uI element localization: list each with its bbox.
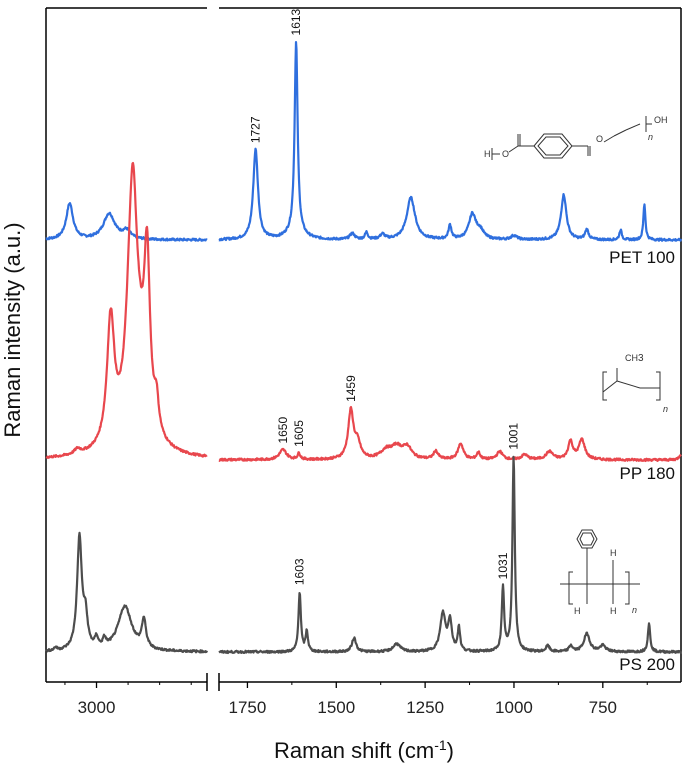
peak-label-1459: 1459: [344, 375, 358, 402]
x-tick-label: 1000: [495, 698, 533, 717]
x-tick-label: 3000: [78, 698, 116, 717]
x-tick-label: 1500: [317, 698, 355, 717]
peak-label-1031: 1031: [496, 552, 510, 579]
peak-label-1001: 1001: [507, 423, 521, 450]
peak-label-1650: 1650: [276, 417, 290, 444]
peak-label-1603: 1603: [293, 558, 307, 585]
ps-h1-label: H: [610, 548, 617, 558]
ps-h3-label: H: [610, 606, 617, 616]
x-axis-title: Raman shift (cm-1): [274, 737, 454, 763]
pet-structure: H O O OH n: [484, 115, 668, 160]
x-tick-label: 1250: [406, 698, 444, 717]
pet-n-label: n: [648, 132, 653, 142]
series-line-pp-180-seg1: [218, 406, 682, 462]
ps-h2-label: H: [574, 606, 581, 616]
pet-o2-label: O: [596, 134, 603, 144]
pet-oh-label: OH: [654, 115, 668, 125]
pp-n-label: n: [663, 404, 668, 414]
pet-h-label: H: [484, 149, 491, 159]
ps-n-label: n: [632, 605, 637, 615]
x-tick-label: 1750: [229, 698, 267, 717]
series-line-pet-100-seg0: [45, 202, 208, 242]
series-line-ps-200-seg1: [218, 455, 683, 655]
series-label-pp: PP 180: [620, 464, 675, 483]
pet-o-label: O: [502, 149, 509, 159]
peak-labels: 1727 1613 1650 1605 1459 1603 1031 1001: [249, 8, 521, 585]
y-axis-title: Raman intensity (a.u.): [0, 222, 25, 437]
series-label-pet: PET 100: [609, 248, 675, 267]
peak-label-1613: 1613: [289, 8, 303, 35]
series-layer: [45, 41, 683, 655]
ps-structure: H H H n: [560, 529, 640, 616]
series-line-pet-100-seg1: [218, 41, 683, 242]
series-line-pp-180-seg0: [45, 161, 208, 459]
peak-label-1727: 1727: [249, 116, 263, 143]
pp-ch3-label: CH3: [625, 353, 644, 364]
x-axis-title-main: Raman shift (cm: [274, 738, 434, 763]
plot-frame: 3000 1750 1500 1250 1000 750: [45, 7, 682, 717]
x-axis-title-end: ): [447, 738, 454, 763]
pp-structure: CH3 n: [602, 353, 668, 414]
peak-label-1605: 1605: [292, 420, 306, 447]
series-line-ps-200-seg0: [45, 531, 209, 654]
x-axis-title-sup: -1: [434, 737, 447, 753]
series-label-ps: PS 200: [619, 655, 675, 674]
x-tick-label: 750: [589, 698, 617, 717]
